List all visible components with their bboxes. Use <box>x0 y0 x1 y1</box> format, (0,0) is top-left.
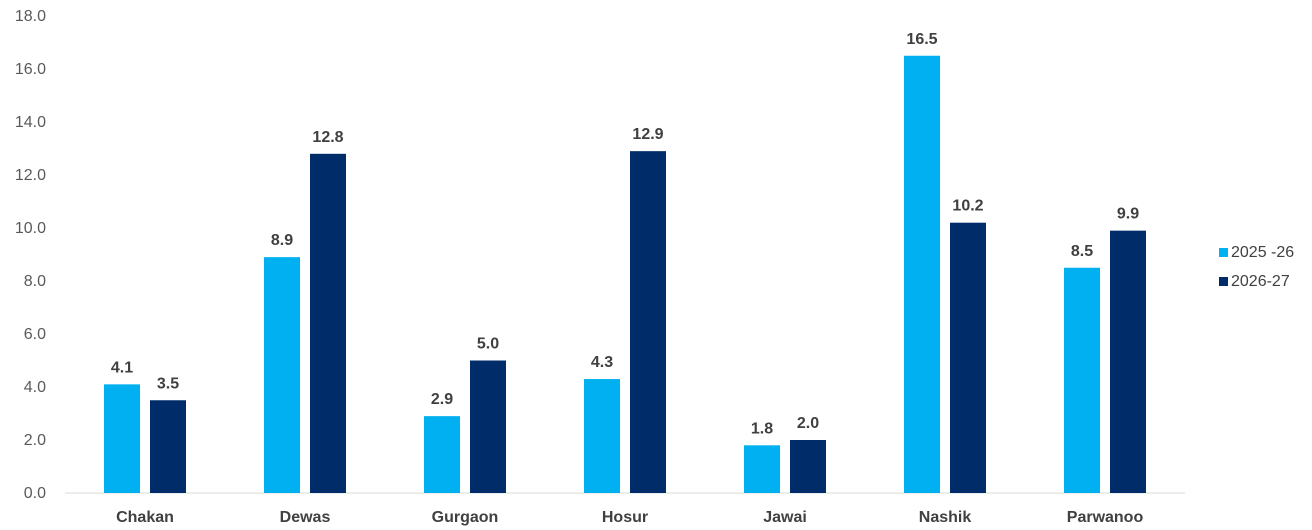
bars <box>104 55 1146 494</box>
data-label: 1.8 <box>751 420 773 437</box>
bar-hosur-series-1 <box>584 379 620 493</box>
y-tick-label: 0.0 <box>24 485 46 502</box>
x-tick-label: Gurgaon <box>432 509 499 526</box>
data-label: 4.3 <box>591 354 613 371</box>
x-tick-label: Jawai <box>763 509 807 526</box>
y-tick-label: 18.0 <box>15 8 46 25</box>
bar-nashik-series-2 <box>950 222 986 493</box>
data-labels: 4.1 8.9 2.9 4.3 1.8 16.5 8.5 3.5 12.8 5.0 12.9 2.0 1… <box>111 31 1139 438</box>
bar-dewas-series-1 <box>264 257 300 493</box>
bar-jawai-series-2 <box>790 440 826 493</box>
bar-chakan-series-1 <box>104 384 140 493</box>
bar-parwanoo-series-1 <box>1064 267 1100 493</box>
bar-chakan-series-2 <box>150 400 186 493</box>
y-tick-label: 14.0 <box>15 114 46 131</box>
y-tick-label: 4.0 <box>24 379 46 396</box>
data-label: 3.5 <box>157 375 179 392</box>
x-tick-label: Hosur <box>602 509 648 526</box>
data-label: 2.0 <box>797 415 819 432</box>
x-axis: Chakan Dewas Gurgaon Hosur Jawai Nashik Parwan… <box>65 492 1185 526</box>
y-axis: 0.0 2.0 4.0 6.0 8.0 10.0 12.0 14.0 16.0 18.0 <box>15 8 46 502</box>
bar-hosur-series-2 <box>630 151 666 493</box>
data-label: 2.9 <box>431 391 453 408</box>
data-label: 10.2 <box>952 198 983 215</box>
data-label: 8.5 <box>1071 243 1093 260</box>
bar-parwanoo-series-2 <box>1110 230 1146 493</box>
legend-label: 2026-27 <box>1231 273 1290 290</box>
legend: 2025 -26 2026-27 <box>1219 244 1294 290</box>
y-tick-label: 2.0 <box>24 432 46 449</box>
legend-swatch <box>1219 248 1228 257</box>
x-tick-label: Chakan <box>116 509 174 526</box>
x-tick-label: Dewas <box>280 509 331 526</box>
y-tick-label: 12.0 <box>15 167 46 184</box>
bar-gurgaon-series-1 <box>424 416 460 493</box>
legend-swatch <box>1219 277 1228 286</box>
data-label: 4.1 <box>111 359 133 376</box>
bar-dewas-series-2 <box>310 153 346 494</box>
data-label: 16.5 <box>906 31 937 48</box>
y-tick-label: 10.0 <box>15 220 46 237</box>
data-label: 8.9 <box>271 232 293 249</box>
bar-gurgaon-series-2 <box>470 360 506 493</box>
y-tick-label: 8.0 <box>24 273 46 290</box>
data-label: 12.9 <box>632 126 663 143</box>
bar-nashik-series-1 <box>904 55 940 493</box>
data-label: 5.0 <box>477 336 499 353</box>
x-tick-label: Parwanoo <box>1067 509 1144 526</box>
data-label: 9.9 <box>1117 206 1139 223</box>
data-label: 12.8 <box>312 129 343 146</box>
legend-label: 2025 -26 <box>1231 244 1294 261</box>
bar-jawai-series-1 <box>744 445 780 493</box>
y-tick-label: 16.0 <box>15 61 46 78</box>
x-tick-label: Nashik <box>919 509 972 526</box>
y-tick-label: 6.0 <box>24 326 46 343</box>
